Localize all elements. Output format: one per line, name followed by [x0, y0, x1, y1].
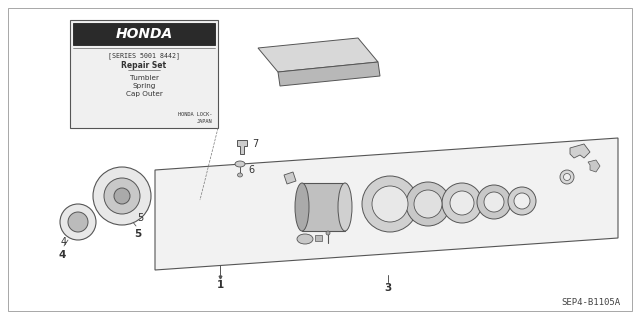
- Text: 5: 5: [137, 213, 143, 223]
- Ellipse shape: [484, 192, 504, 212]
- Text: 7: 7: [252, 139, 259, 149]
- Polygon shape: [155, 138, 618, 270]
- Polygon shape: [570, 144, 590, 158]
- Ellipse shape: [114, 188, 130, 204]
- Ellipse shape: [326, 231, 330, 235]
- Text: HONDA: HONDA: [115, 27, 173, 41]
- Ellipse shape: [477, 185, 511, 219]
- Ellipse shape: [338, 183, 352, 231]
- Ellipse shape: [362, 176, 418, 232]
- Ellipse shape: [104, 178, 140, 214]
- Polygon shape: [284, 172, 296, 184]
- Ellipse shape: [514, 193, 530, 209]
- Text: Tumbler: Tumbler: [129, 75, 159, 81]
- Text: Repair Set: Repair Set: [122, 62, 166, 70]
- Polygon shape: [258, 38, 378, 72]
- Text: 1: 1: [216, 280, 223, 290]
- Polygon shape: [73, 23, 215, 45]
- Polygon shape: [70, 20, 218, 128]
- Polygon shape: [237, 140, 247, 154]
- Ellipse shape: [60, 204, 96, 240]
- Text: HONDA LOCK-
JAPAN: HONDA LOCK- JAPAN: [178, 112, 212, 123]
- Ellipse shape: [295, 183, 309, 231]
- Text: 3: 3: [385, 283, 392, 293]
- Text: 6: 6: [248, 165, 254, 175]
- Polygon shape: [302, 183, 345, 231]
- Text: 5: 5: [134, 229, 141, 239]
- Ellipse shape: [508, 187, 536, 215]
- Ellipse shape: [563, 174, 570, 181]
- Text: Cap Outer: Cap Outer: [125, 91, 163, 97]
- Ellipse shape: [372, 186, 408, 222]
- Text: [SERIES 5001 8442]: [SERIES 5001 8442]: [108, 53, 180, 59]
- Text: SEP4-B1105A: SEP4-B1105A: [561, 298, 620, 307]
- Text: 4: 4: [58, 250, 66, 260]
- Ellipse shape: [442, 183, 482, 223]
- Ellipse shape: [237, 173, 243, 177]
- Ellipse shape: [68, 212, 88, 232]
- Ellipse shape: [297, 234, 313, 244]
- Polygon shape: [315, 235, 322, 241]
- Ellipse shape: [235, 161, 245, 167]
- Ellipse shape: [414, 190, 442, 218]
- Ellipse shape: [560, 170, 574, 184]
- Text: Spring: Spring: [132, 83, 156, 89]
- Polygon shape: [278, 62, 380, 86]
- Ellipse shape: [93, 167, 151, 225]
- Ellipse shape: [450, 191, 474, 215]
- Ellipse shape: [406, 182, 450, 226]
- Text: 4: 4: [61, 237, 67, 247]
- Polygon shape: [588, 160, 600, 172]
